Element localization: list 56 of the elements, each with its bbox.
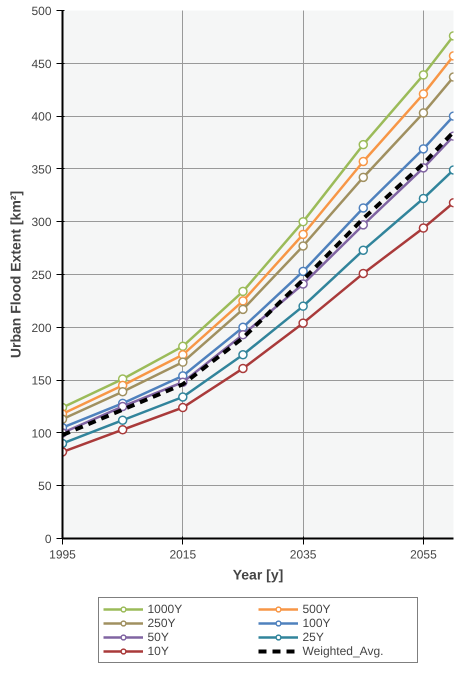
legend-label: 25Y — [302, 630, 325, 644]
y-tick-label: 300 — [31, 215, 52, 230]
x-tick-label: 1995 — [49, 548, 76, 562]
point — [298, 216, 308, 226]
point — [178, 392, 188, 402]
point — [178, 357, 188, 367]
point — [358, 156, 368, 166]
x-axis-title: Year [y] — [232, 566, 284, 582]
y-axis-title: Urban Flood Extent [km²] — [7, 190, 24, 358]
y-tick-label: 200 — [31, 320, 52, 335]
point — [358, 140, 368, 150]
y-tick-label: 400 — [31, 110, 52, 124]
x-tick-label: 2055 — [410, 548, 438, 562]
point — [238, 286, 248, 296]
legend-label: 500Y — [302, 602, 332, 616]
point — [178, 402, 188, 412]
point — [118, 424, 128, 434]
legend-label: 1000Y — [148, 602, 184, 616]
point — [118, 415, 128, 425]
point — [118, 386, 128, 396]
legend-label: 250Y — [148, 616, 177, 630]
legend-label: 100Y — [302, 616, 332, 630]
point — [418, 108, 428, 118]
y-tick-label: 50 — [38, 479, 52, 494]
point — [238, 364, 248, 374]
point — [358, 203, 368, 213]
point — [418, 223, 428, 233]
point — [238, 304, 248, 314]
y-tick-label: 250 — [31, 268, 52, 282]
y-tick-label: 350 — [31, 162, 52, 176]
point — [358, 172, 368, 182]
y-tick-label: 0 — [44, 532, 52, 546]
y-tick-label: 450 — [31, 56, 52, 71]
point — [298, 318, 308, 328]
point — [238, 296, 248, 306]
point — [118, 402, 128, 412]
legend-label: 10Y — [148, 644, 170, 658]
x-tick-label: 2035 — [290, 548, 317, 562]
point — [298, 266, 308, 276]
legend-label: 50Y — [148, 630, 170, 644]
point — [418, 89, 428, 99]
point — [358, 268, 368, 278]
point — [358, 245, 368, 255]
point — [418, 70, 428, 80]
point — [298, 241, 308, 251]
y-tick-label: 500 — [31, 4, 52, 18]
x-tick-label: 2015 — [169, 548, 196, 562]
point — [418, 144, 428, 154]
y-tick-label: 100 — [31, 426, 52, 440]
point — [178, 342, 188, 352]
legend-label: Weighted_Avg. — [302, 644, 384, 658]
point — [238, 350, 248, 360]
point — [298, 230, 308, 240]
y-tick-label: 150 — [31, 374, 52, 388]
point — [298, 301, 308, 311]
point — [418, 194, 428, 204]
